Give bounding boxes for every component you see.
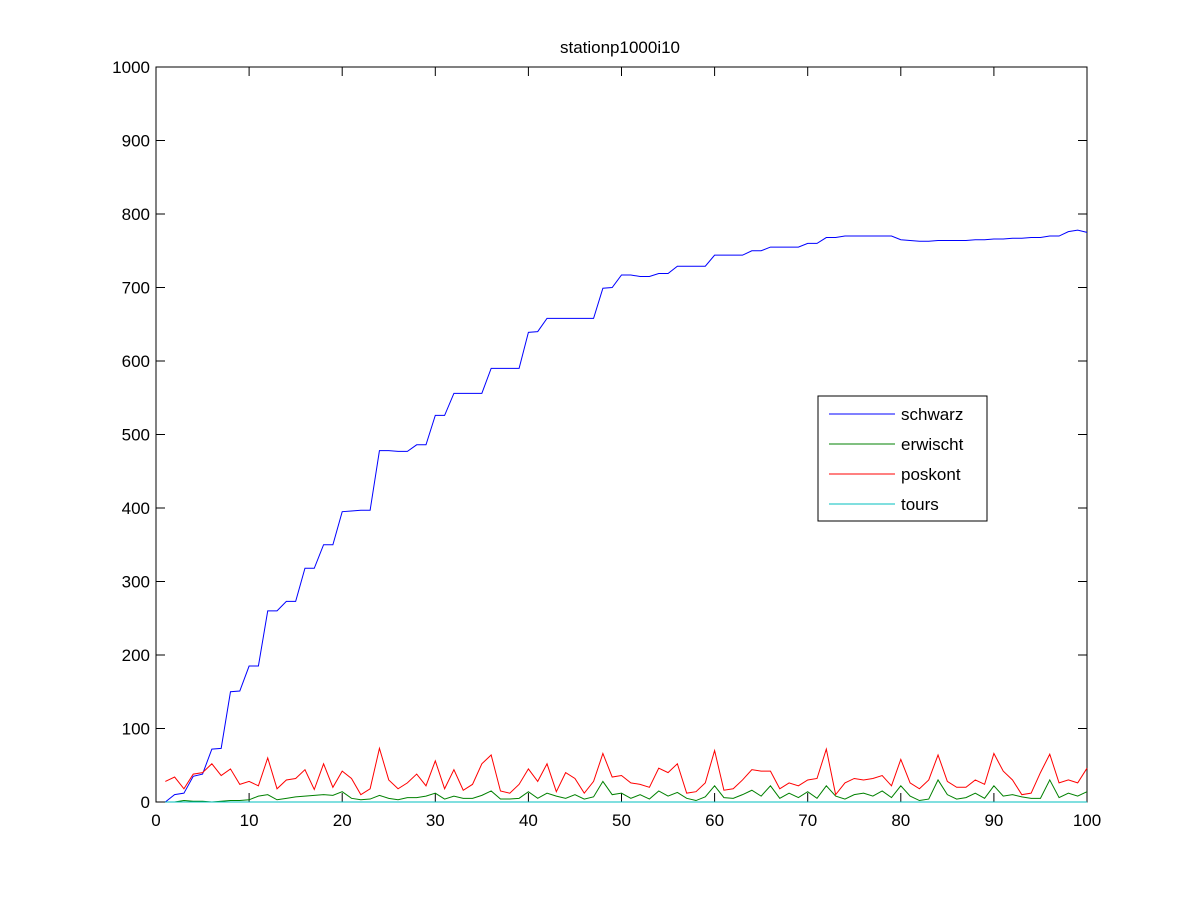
x-tick-label: 70 [798, 811, 817, 830]
x-tick-label: 80 [891, 811, 910, 830]
legend: schwarz erwischt poskont tours [817, 395, 988, 522]
y-tick-label: 200 [122, 646, 150, 665]
legend-label-poskont: poskont [901, 465, 961, 484]
chart-title: stationp1000i10 [560, 38, 680, 57]
y-tick-label: 500 [122, 426, 150, 445]
y-tick-label: 1000 [112, 58, 150, 77]
legend-label-schwarz: schwarz [901, 405, 963, 424]
x-tick-label: 50 [612, 811, 631, 830]
x-tick-label: 60 [705, 811, 724, 830]
y-tick-label: 0 [141, 793, 150, 812]
y-tick-label: 100 [122, 720, 150, 739]
y-tick-label: 700 [122, 279, 150, 298]
legend-label-erwischt: erwischt [901, 435, 964, 454]
series-line-poskont [165, 746, 1088, 796]
y-tick-label: 900 [122, 132, 150, 151]
x-tick-label: 90 [984, 811, 1003, 830]
x-tick-label: 0 [151, 811, 160, 830]
x-tick-label: 40 [519, 811, 538, 830]
legend-label-tours: tours [901, 495, 939, 514]
x-tick-label: 10 [240, 811, 259, 830]
y-tick-label: 400 [122, 499, 150, 518]
series-line-schwarz [165, 229, 1088, 803]
y-axis: 0 100 200 300 400 500 600 700 800 900 1000 [112, 58, 1087, 812]
series-lines [165, 229, 1088, 803]
x-tick-label: 30 [426, 811, 445, 830]
y-tick-label: 300 [122, 573, 150, 592]
legend-box [817, 395, 988, 522]
y-tick-label: 600 [122, 352, 150, 371]
x-axis: 0 10 20 30 40 50 60 70 80 90 100 [151, 67, 1101, 830]
y-tick-label: 800 [122, 205, 150, 224]
series-line-erwischt [165, 778, 1088, 803]
x-tick-label: 20 [333, 811, 352, 830]
x-tick-label: 100 [1073, 811, 1101, 830]
